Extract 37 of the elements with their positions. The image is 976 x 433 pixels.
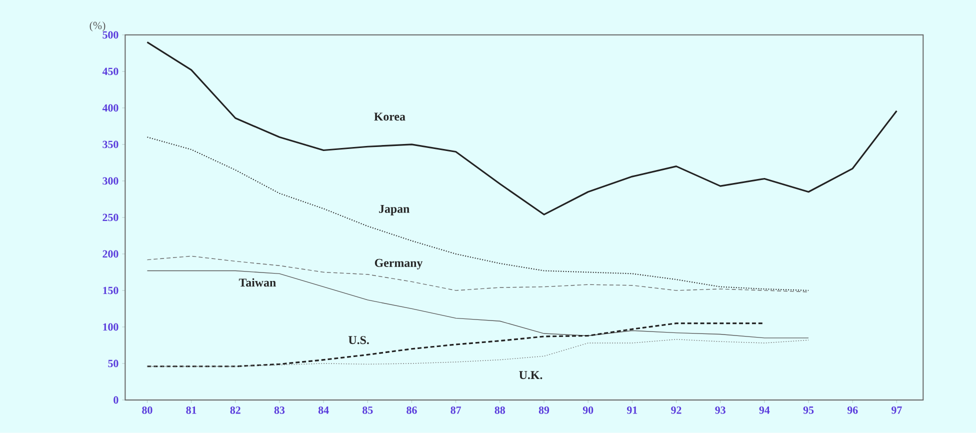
x-tick-label: 95 [803,406,814,414]
line-series [146,41,898,216]
y-tick-label: 350 [102,140,118,148]
y-tick-label: 500 [102,31,118,39]
y-tick-label: 200 [102,250,118,258]
y-tick-label: 300 [102,177,118,185]
x-tick-label: 96 [847,406,858,414]
y-tick-label: 150 [103,286,118,294]
series-label: U.K. [519,371,542,380]
series-label: U.S. [348,336,369,344]
series-label: Taiwan [238,278,276,287]
x-tick-label: 92 [671,406,682,414]
y-tick-label: 250 [102,214,118,222]
x-tick-label: 97 [892,406,902,414]
x-tick-label: 89 [538,406,550,414]
x-tick-label: 83 [274,406,285,414]
x-tick-label: 94 [759,406,770,414]
y-tick-label: 450 [102,68,118,76]
x-tick-label: 93 [715,406,726,414]
x-tick-label: 85 [362,406,373,414]
x-tick-label: 86 [406,406,417,414]
x-tick-label: 84 [318,406,329,414]
y-tick-label: 50 [108,360,118,368]
y-axis-title: (%) [90,22,106,32]
text: Korea [374,112,406,121]
y-tick-label: 0 [114,396,118,404]
series-label: Japan [379,205,410,216]
series-label: Germany [374,258,423,270]
x-tick-label: 90 [582,406,594,414]
y-tick-label: 400 [102,104,118,112]
y-tick-label: 100 [103,323,118,331]
x-tick-label: 88 [494,406,506,414]
x-tick-label: 87 [450,406,462,414]
x-tick-label: 82 [230,406,240,414]
x-tick-label: 81 [186,406,196,414]
x-tick-label: 80 [142,406,152,414]
x-tick-label: 91 [627,406,638,414]
